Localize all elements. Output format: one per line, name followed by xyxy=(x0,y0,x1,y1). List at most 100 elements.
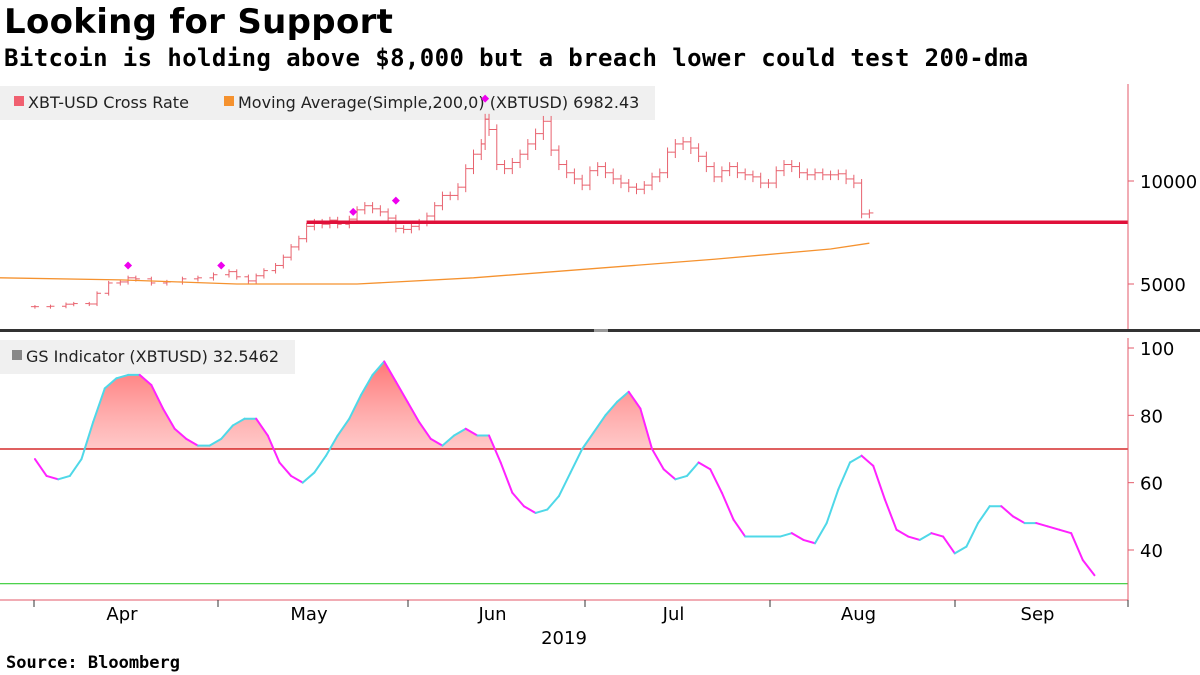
chart-subtitle: Bitcoin is holding above $8,000 but a br… xyxy=(4,44,1029,72)
gs-segment xyxy=(651,448,665,471)
gs-segment xyxy=(208,437,223,447)
signal-marker xyxy=(391,196,400,205)
gs-segment xyxy=(697,461,712,471)
x-tick-label: Apr xyxy=(106,604,138,625)
gs-segment xyxy=(220,424,234,440)
y-tick-label: 60 xyxy=(1140,474,1163,495)
gs-segment xyxy=(872,464,886,501)
gs-segment xyxy=(604,400,619,417)
gs-segment xyxy=(709,468,723,494)
gs-segment xyxy=(860,454,875,467)
legend-label: XBT-USD Cross Rate xyxy=(28,93,189,112)
gs-segment xyxy=(150,384,165,410)
gs-segment xyxy=(732,518,747,538)
gs-segment xyxy=(907,535,921,541)
gs-segment xyxy=(557,471,572,498)
gs-segment xyxy=(103,377,118,390)
y-tick-label: 40 xyxy=(1140,541,1163,562)
gs-segment xyxy=(336,417,351,437)
gs-segment xyxy=(348,394,362,420)
y-tick-label: 5000 xyxy=(1140,275,1186,296)
gs-segment xyxy=(720,491,735,521)
gs-segment xyxy=(685,461,700,477)
x-tick-label: Sep xyxy=(1021,604,1055,625)
gs-segment xyxy=(266,434,281,464)
gs-segment xyxy=(301,471,316,484)
gs-segment xyxy=(977,505,991,525)
gs-segment xyxy=(953,545,968,555)
gs-legend: GS Indicator (XBTUSD) 32.5462 xyxy=(12,347,279,366)
y-tick-label: 80 xyxy=(1140,406,1163,427)
gs-segment xyxy=(499,461,514,494)
gs-segment xyxy=(359,373,374,397)
y-tick-label: 100 xyxy=(1140,339,1174,360)
gs-segment xyxy=(674,474,688,481)
gs-y-ticks: 40 60 80 100 xyxy=(1128,339,1174,562)
x-tick-label: Jun xyxy=(477,604,506,625)
signal-marker xyxy=(349,207,358,216)
gs-segment xyxy=(779,532,793,538)
legend-swatch xyxy=(14,96,24,106)
gs-segment xyxy=(1070,532,1084,562)
gs-segment xyxy=(313,454,328,474)
gs-segment xyxy=(895,528,910,538)
signal-marker xyxy=(217,261,226,270)
gs-segment xyxy=(162,407,176,430)
legend-label: GS Indicator (XBTUSD) 32.5462 xyxy=(26,347,279,366)
panel-divider-handle[interactable] xyxy=(594,329,608,332)
gs-segment xyxy=(1011,515,1026,525)
gs-segment xyxy=(942,535,956,555)
x-tick-label: May xyxy=(290,604,328,625)
gs-segment xyxy=(33,458,48,477)
gs-segment xyxy=(627,390,642,410)
gs-segment xyxy=(68,458,83,477)
x-ticks: Apr May Jun Jul Aug Sep xyxy=(33,600,1129,625)
overbought-fill xyxy=(34,361,1095,449)
gs-segment xyxy=(80,421,95,461)
legend-label: Moving Average(Simple,200,0) (XBTUSD) 69… xyxy=(238,93,639,112)
gs-segment xyxy=(57,474,71,481)
x-tick-label: Jul xyxy=(662,604,685,625)
gs-segment xyxy=(138,373,153,387)
x-year-label: 2019 xyxy=(541,628,587,649)
gs-segment xyxy=(965,522,980,548)
gs-segment xyxy=(185,437,199,447)
gs-segment xyxy=(814,522,828,545)
gs-segment xyxy=(418,421,432,440)
gs-segment xyxy=(883,498,898,531)
gs-segment xyxy=(1000,505,1014,518)
gs-segment xyxy=(1046,525,1061,531)
gs-segment xyxy=(406,400,421,424)
price-legend: XBT-USD Cross Rate Moving Average(Simple,… xyxy=(14,93,639,112)
gs-segment xyxy=(511,491,525,508)
gs-segment xyxy=(383,360,397,383)
source-note: Source: Bloomberg xyxy=(6,653,180,673)
gs-indicator-line xyxy=(33,360,1096,577)
gs-segment xyxy=(92,387,106,424)
legend-swatch xyxy=(12,350,22,360)
gs-segment xyxy=(662,468,677,481)
signal-marker xyxy=(481,94,490,103)
gs-segment xyxy=(592,414,607,434)
gs-segment xyxy=(45,474,60,481)
gs-segment xyxy=(453,427,467,437)
gs-segment xyxy=(429,437,444,447)
gs-segment xyxy=(616,390,630,403)
gs-legend-box xyxy=(0,340,295,374)
gs-segment xyxy=(930,532,945,538)
gs-segment xyxy=(371,360,386,376)
gs-segment xyxy=(790,532,805,541)
gs-segment xyxy=(639,407,654,450)
price-panel: XBT-USD Cross Rate Moving Average(Simple,… xyxy=(0,84,1197,330)
gs-segment xyxy=(231,417,246,427)
gs-segment xyxy=(441,434,456,447)
gs-segment xyxy=(1035,522,1049,528)
signal-marker xyxy=(124,261,133,270)
gs-segment xyxy=(325,434,339,457)
gs-segment xyxy=(546,495,560,511)
gs-segment xyxy=(290,474,304,484)
price-legend-box xyxy=(0,86,655,120)
gs-segment xyxy=(522,505,537,514)
gs-segment xyxy=(464,427,479,437)
